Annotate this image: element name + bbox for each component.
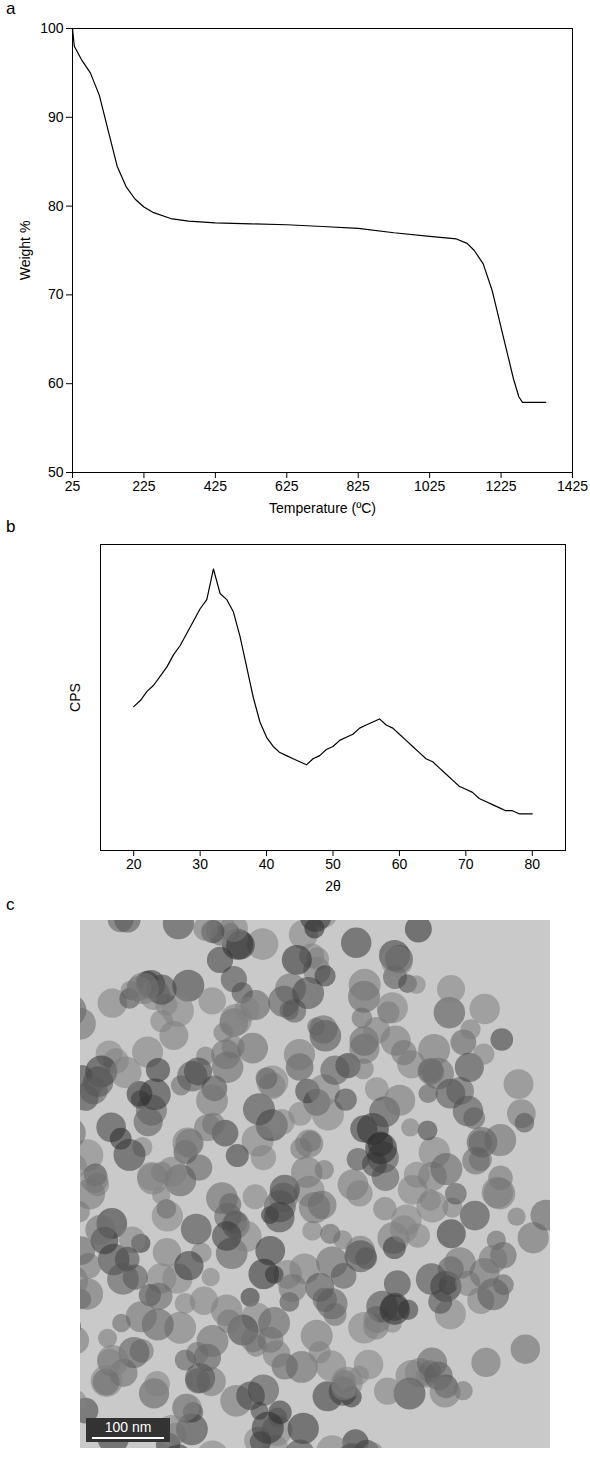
svg-text:80: 80: [524, 856, 540, 872]
svg-text:70: 70: [458, 856, 474, 872]
svg-text:Temperature (ºC): Temperature (ºC): [269, 500, 376, 516]
svg-text:2θ: 2θ: [325, 878, 341, 894]
svg-text:100: 100: [40, 20, 64, 36]
svg-text:1225: 1225: [485, 478, 516, 494]
svg-text:1025: 1025: [414, 478, 445, 494]
svg-text:1425: 1425: [557, 478, 588, 494]
svg-text:60: 60: [392, 856, 408, 872]
svg-text:100 nm: 100 nm: [105, 1419, 152, 1435]
svg-text:225: 225: [132, 478, 156, 494]
svg-text:Weight %: Weight %: [17, 221, 33, 281]
svg-text:50: 50: [48, 464, 64, 480]
html-text:a: a: [6, 0, 16, 18]
svg-text:40: 40: [259, 856, 275, 872]
svg-text:625: 625: [275, 478, 299, 494]
svg-text:30: 30: [192, 856, 208, 872]
svg-text:50: 50: [325, 856, 341, 872]
svg-text:CPS: CPS: [67, 683, 83, 712]
svg-text:425: 425: [204, 478, 228, 494]
html-text:b: b: [6, 517, 16, 536]
html-text:c: c: [6, 895, 15, 914]
svg-text:60: 60: [48, 375, 64, 391]
svg-text:20: 20: [126, 856, 142, 872]
svg-text:825: 825: [347, 478, 371, 494]
svg-text:80: 80: [48, 198, 64, 214]
svg-text:70: 70: [48, 286, 64, 302]
svg-text:25: 25: [65, 478, 81, 494]
svg-text:90: 90: [48, 109, 64, 125]
